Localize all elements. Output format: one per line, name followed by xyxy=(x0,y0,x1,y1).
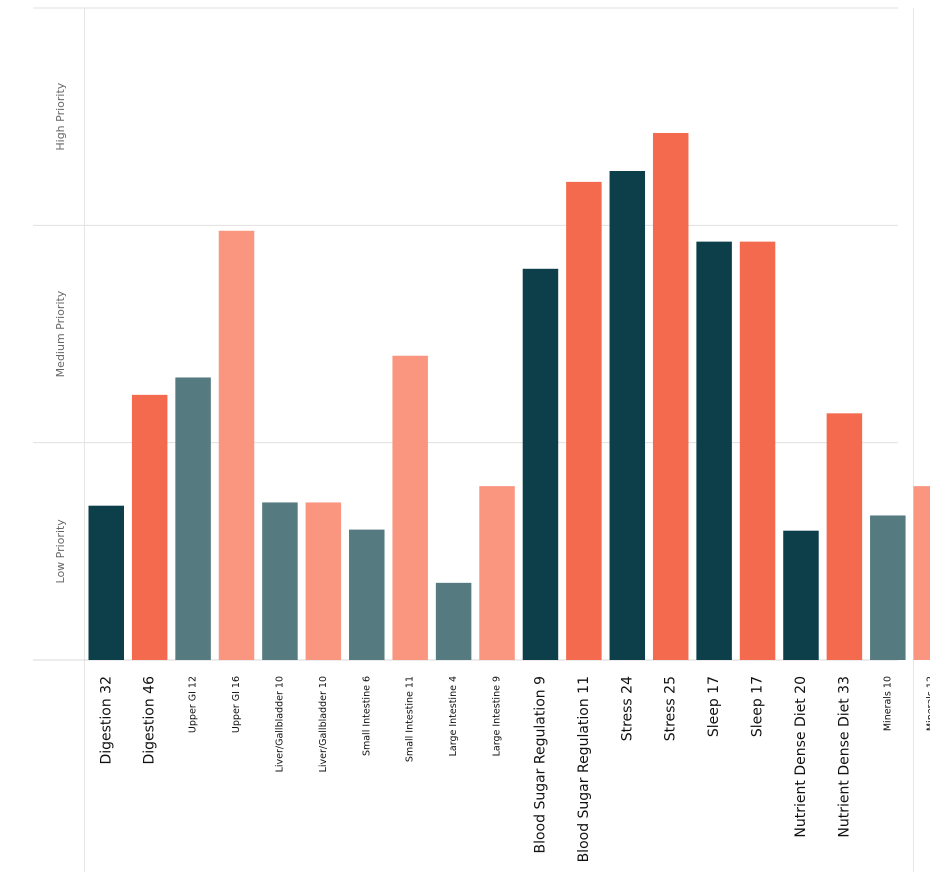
bar[interactable] xyxy=(88,505,125,660)
bar[interactable] xyxy=(479,486,515,660)
bar[interactable] xyxy=(609,171,646,660)
bar[interactable] xyxy=(826,413,863,660)
category-labels: Digestion 32 Digestion 46 Upper GI 12 Upper… xyxy=(98,676,930,863)
bar[interactable] xyxy=(218,230,255,660)
right-border-line xyxy=(913,8,914,872)
bar[interactable] xyxy=(262,502,298,660)
x-tick-label: Upper GI 16 xyxy=(231,676,242,733)
bar[interactable] xyxy=(566,181,602,660)
x-tick-label: Nutrient Dense Diet 20 xyxy=(793,676,809,838)
bar[interactable] xyxy=(739,241,776,660)
left-border-line xyxy=(84,8,85,872)
x-tick-label: Nutrient Dense Diet 33 xyxy=(836,676,852,838)
x-tick-label: Stress 24 xyxy=(619,676,635,741)
x-tick-label: Blood Sugar Regulation 11 xyxy=(576,676,592,862)
x-tick-label: Sleep 17 xyxy=(706,676,722,737)
x-tick-label: Blood Sugar Regulation 9 xyxy=(532,676,548,854)
bar[interactable] xyxy=(435,582,472,660)
bar[interactable] xyxy=(131,394,168,660)
bar[interactable] xyxy=(522,268,559,660)
x-tick-label: Minerals 10 xyxy=(882,676,893,731)
y-band-label-medium-priority: Medium Priority xyxy=(54,290,67,377)
x-tick-label: Large Intestine 4 xyxy=(448,676,459,756)
x-tick-label: Digestion 32 xyxy=(98,676,114,765)
x-tick-label: Small Intestine 6 xyxy=(361,676,372,756)
bar[interactable] xyxy=(783,530,819,660)
y-band-label-high-priority: High Priority xyxy=(54,82,67,150)
bar[interactable] xyxy=(913,486,930,660)
x-tick-label: Large Intestine 9 xyxy=(492,676,503,756)
bar[interactable] xyxy=(349,529,385,660)
x-tick-label: Liver/Gallbladder 10 xyxy=(318,676,329,772)
x-tick-label: Stress 25 xyxy=(663,676,679,741)
x-tick-label: Digestion 46 xyxy=(142,676,158,765)
bar[interactable] xyxy=(175,377,211,660)
bar[interactable] xyxy=(696,241,732,660)
x-tick-label: Liver/Gallbladder 10 xyxy=(274,676,285,772)
x-tick-label: Small Intestine 11 xyxy=(405,676,416,762)
bar[interactable] xyxy=(305,502,342,660)
x-tick-label: Upper GI 12 xyxy=(188,676,199,733)
x-tick-label: Minerals 12 xyxy=(926,676,930,731)
bar[interactable] xyxy=(652,132,689,660)
bar[interactable] xyxy=(870,515,906,660)
bar[interactable] xyxy=(392,355,428,660)
y-band-label-low-priority: Low Priority xyxy=(54,519,67,584)
x-tick-label: Sleep 17 xyxy=(750,676,766,737)
priority-band-labels: Low Priority Medium Priority High Priority xyxy=(54,82,67,583)
bars-layer xyxy=(88,132,930,660)
